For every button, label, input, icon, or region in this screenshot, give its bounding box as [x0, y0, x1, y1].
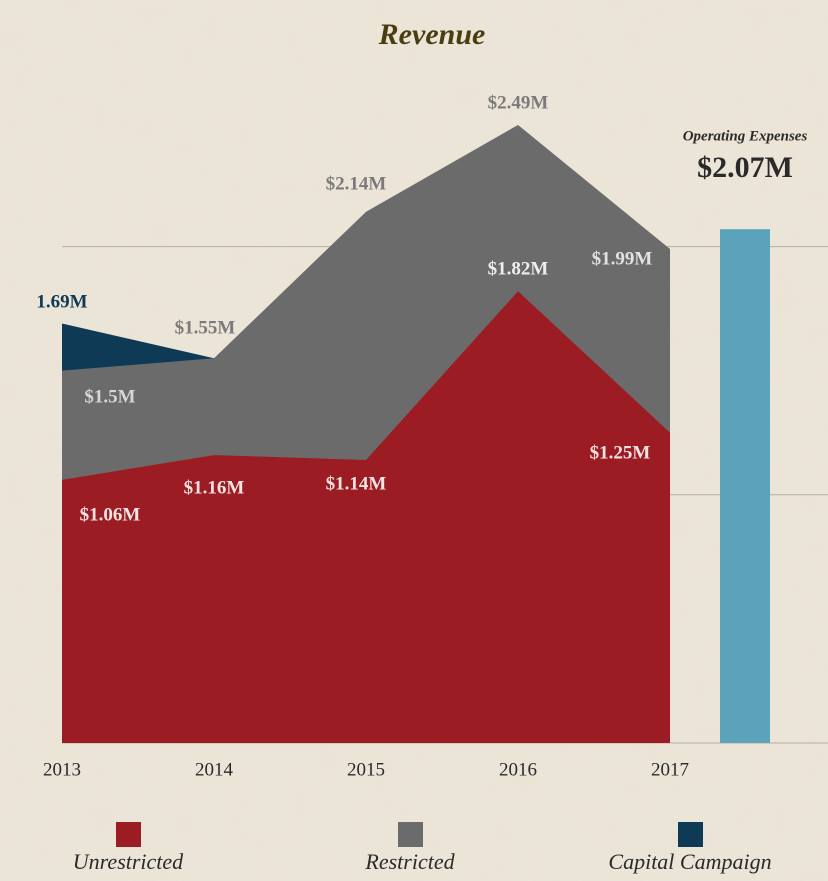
legend-swatch: [678, 822, 703, 847]
x-tick-label: 2016: [499, 759, 537, 780]
legend-label: Restricted: [364, 849, 455, 874]
data-label: $1.16M: [184, 477, 245, 498]
data-label: $1.99M: [592, 248, 653, 269]
area: [62, 291, 670, 743]
x-tick-label: 2013: [43, 759, 81, 780]
legend-swatch: [398, 822, 423, 847]
data-label: $1.25M: [590, 442, 651, 463]
x-tick-label: 2017: [651, 759, 689, 780]
data-label: $2.07M: [697, 151, 793, 184]
data-label: $1.5M: [84, 386, 135, 407]
data-label: $1.06M: [80, 504, 141, 525]
data-label: $1.14M: [326, 473, 387, 494]
legend-label: Capital Campaign: [608, 849, 771, 874]
x-tick-label: 2015: [347, 759, 385, 780]
bar-title: Operating Expenses: [683, 128, 808, 144]
data-label: 1.69M: [36, 291, 87, 312]
data-label: $2.14M: [326, 173, 387, 194]
x-tick-label: 2014: [195, 759, 234, 780]
chart-title: Revenue: [378, 18, 486, 51]
legend-label: Unrestricted: [73, 849, 184, 874]
data-label: $1.82M: [488, 258, 549, 279]
bar: [720, 229, 770, 744]
data-label: $1.55M: [175, 317, 236, 338]
legend-swatch: [116, 822, 141, 847]
data-label: $2.49M: [488, 92, 549, 113]
